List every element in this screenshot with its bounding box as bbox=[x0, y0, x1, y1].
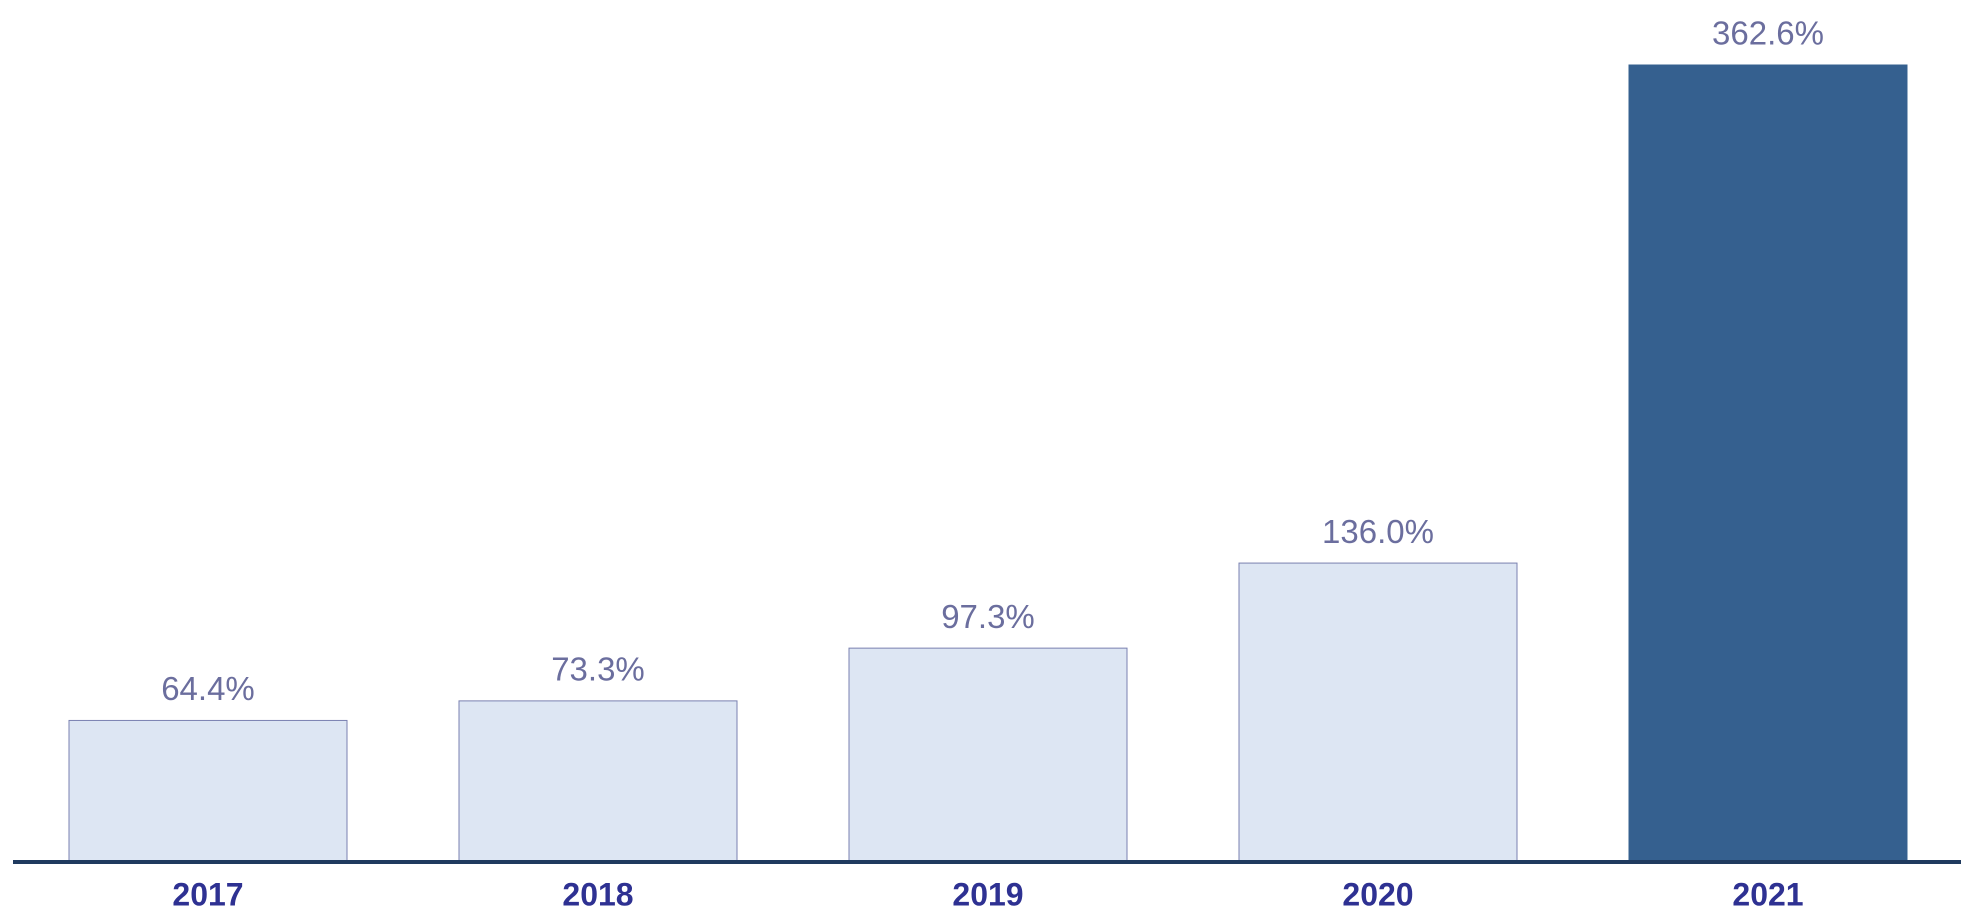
value-label: 64.4% bbox=[161, 670, 255, 707]
bar bbox=[68, 719, 348, 863]
x-tick-label: 2017 bbox=[172, 876, 243, 912]
bar bbox=[848, 647, 1128, 863]
bar bbox=[458, 700, 738, 863]
x-tick-label: 2019 bbox=[952, 876, 1023, 912]
value-label: 97.3% bbox=[941, 598, 1035, 635]
bar bbox=[1238, 562, 1518, 863]
x-tick-label: 2020 bbox=[1342, 876, 1413, 912]
value-label: 136.0% bbox=[1322, 513, 1434, 550]
x-tick-label: 2021 bbox=[1732, 876, 1803, 912]
value-label: 362.6% bbox=[1712, 15, 1824, 52]
value-label: 73.3% bbox=[551, 651, 645, 688]
x-tick-label: 2018 bbox=[562, 876, 633, 912]
bar bbox=[1628, 64, 1908, 863]
